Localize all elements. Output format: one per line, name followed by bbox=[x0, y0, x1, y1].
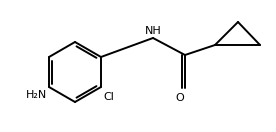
Text: NH: NH bbox=[145, 26, 161, 36]
Text: O: O bbox=[176, 93, 184, 103]
Text: H₂N: H₂N bbox=[26, 90, 47, 100]
Text: Cl: Cl bbox=[103, 92, 114, 102]
